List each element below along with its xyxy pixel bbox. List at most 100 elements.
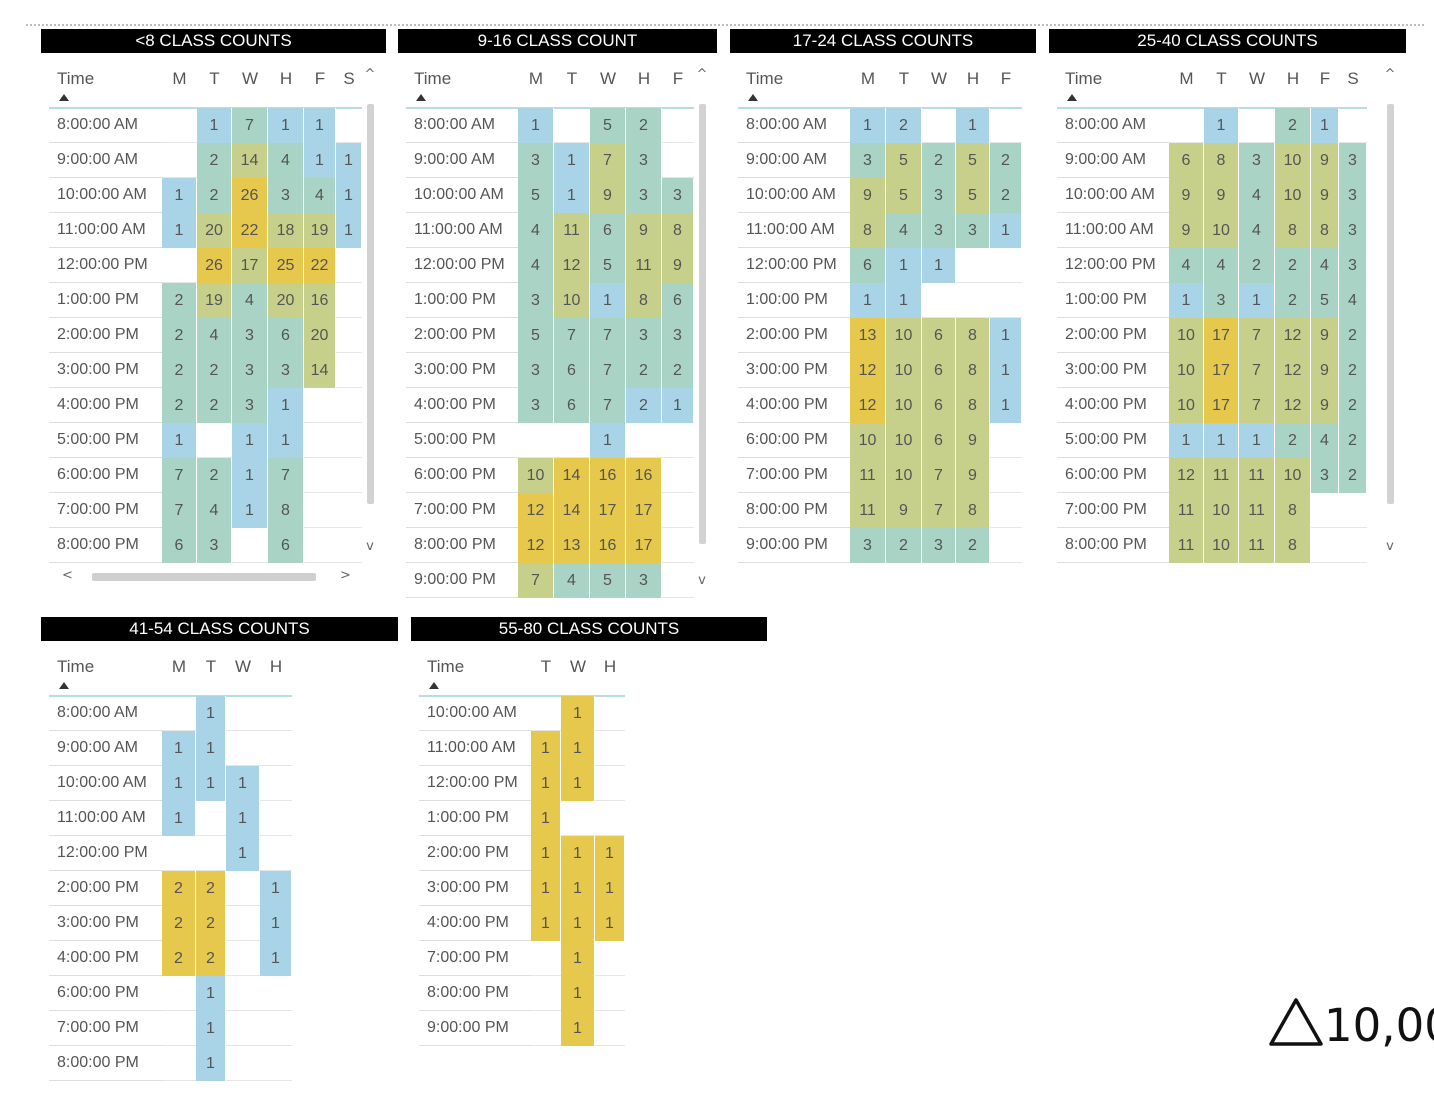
scroll-right-icon[interactable]: > xyxy=(340,568,351,583)
column-header-t[interactable]: T xyxy=(1216,69,1227,88)
count-cell: 6 xyxy=(1169,143,1204,178)
count-cell: 17 xyxy=(626,493,662,528)
matrix-visual-41to54[interactable]: 41-54 CLASS COUNTS Time M T W H 8:00:00 AM 1 9:0… xyxy=(41,617,398,1107)
vertical-scrollbar[interactable]: ^ v xyxy=(1384,64,1396,558)
column-header-time[interactable]: Time xyxy=(427,657,465,676)
matrix-visual-9to16[interactable]: 9-16 CLASS COUNT Time M T W H F 8:00:00 AM 1 5 2 9:… xyxy=(398,29,717,629)
matrix-visual-17to24[interactable]: 17-24 CLASS COUNTS Time M T W H F 8:00:00 AM 1 2 1… xyxy=(730,29,1036,601)
column-header-w[interactable]: W xyxy=(599,69,617,88)
column-header-w[interactable]: W xyxy=(241,69,259,88)
column-header-time[interactable]: Time xyxy=(57,657,95,676)
column-header-t[interactable]: T xyxy=(205,657,217,676)
scrollbar-thumb[interactable] xyxy=(367,104,374,504)
count-cell: 19 xyxy=(304,213,336,248)
column-header-m[interactable]: M xyxy=(1179,69,1194,88)
column-header-h[interactable]: H xyxy=(279,69,293,88)
column-header-w[interactable]: W xyxy=(569,657,587,676)
count-cell: 3 xyxy=(626,178,662,213)
row-header-time: 11:00:00 AM xyxy=(746,221,835,238)
header-divider xyxy=(49,695,292,697)
column-header-m[interactable]: M xyxy=(171,657,187,676)
matrix-body[interactable]: Time M T W H F S 8:00:00 AM 1 7 1 1 9:00:00 AM 2 14 4 1 1… xyxy=(49,53,379,581)
column-header-w[interactable]: W xyxy=(234,657,252,676)
column-header-t[interactable]: T xyxy=(898,69,910,88)
column-header-m[interactable]: M xyxy=(860,69,876,88)
matrix-body[interactable]: Time T W H 10:00:00 AM 1 11:00:00 AM 1 1 12:00:00… xyxy=(419,641,634,1057)
matrix-body[interactable]: Time M T W H F 8:00:00 AM 1 5 2 9:00:00 AM 3 1 7 3 10:0… xyxy=(406,53,698,609)
sort-ascending-icon[interactable] xyxy=(59,682,69,689)
scrollbar-thumb[interactable] xyxy=(92,573,316,581)
scroll-down-icon[interactable]: v xyxy=(366,539,374,554)
sort-ascending-icon[interactable] xyxy=(416,94,426,101)
count-cell xyxy=(304,458,336,493)
column-header-m[interactable]: M xyxy=(172,69,187,88)
matrix-body[interactable]: Time M T W H F S 8:00:00 AM 1 2 1 9:00:00 AM 6 8 3 10 9 3… xyxy=(1057,53,1377,579)
column-header-s[interactable]: S xyxy=(343,69,355,88)
matrix-visual-lt8[interactable]: <8 CLASS COUNTS Time M T W H F S 8:00:00 AM 1 7 1 1 9… xyxy=(41,29,386,601)
row-divider xyxy=(1057,422,1169,423)
sort-ascending-icon[interactable] xyxy=(1067,94,1077,101)
scroll-left-icon[interactable]: < xyxy=(62,568,73,583)
column-header-time[interactable]: Time xyxy=(1065,69,1103,88)
scroll-up-icon[interactable]: ^ xyxy=(1384,67,1396,82)
sort-ascending-icon[interactable] xyxy=(429,682,439,689)
matrix-visual-25to40[interactable]: 25-40 CLASS COUNTS Time M T W H F S 8:00:00 AM 1 2… xyxy=(1049,29,1406,599)
row-divider xyxy=(49,387,162,388)
column-header-time[interactable]: Time xyxy=(414,69,452,88)
scrollbar-thumb[interactable] xyxy=(1387,104,1394,504)
column-header-f[interactable]: F xyxy=(1000,69,1012,88)
column-header-m[interactable]: M xyxy=(528,69,544,88)
column-header-w[interactable]: W xyxy=(1248,69,1266,88)
matrix-visual-55to80[interactable]: 55-80 CLASS COUNTS Time T W H 10:00:00 AM 1 11:… xyxy=(411,617,767,1077)
column-header-h[interactable]: H xyxy=(637,69,651,88)
count-cell xyxy=(162,696,196,731)
scroll-up-icon[interactable]: ^ xyxy=(364,67,376,82)
count-cell: 17 xyxy=(626,528,662,563)
count-cell: 22 xyxy=(232,213,268,248)
column-header-w[interactable]: W xyxy=(930,69,948,88)
count-cell xyxy=(336,248,362,283)
count-cell: 2 xyxy=(1275,108,1311,143)
row-header-time: 12:00:00 PM xyxy=(746,256,837,273)
matrix-body[interactable]: Time M T W H F 8:00:00 AM 1 2 1 9:00:00 AM 3 5 2 5 2 10:… xyxy=(738,53,1026,581)
horizontal-scrollbar[interactable]: < > xyxy=(62,568,352,584)
column-header-s[interactable]: S xyxy=(1347,69,1359,88)
row-divider xyxy=(738,422,850,423)
scroll-down-icon[interactable]: v xyxy=(1386,539,1394,554)
count-cell: 11 xyxy=(1239,458,1275,493)
vertical-scrollbar[interactable]: ^ v xyxy=(696,64,708,592)
column-header-f[interactable]: F xyxy=(1319,69,1331,88)
column-header-h[interactable]: H xyxy=(1286,69,1300,88)
column-header-t[interactable]: T xyxy=(540,657,552,676)
sort-ascending-icon[interactable] xyxy=(748,94,758,101)
column-header-h[interactable]: H xyxy=(603,657,617,676)
column-header-time[interactable]: Time xyxy=(746,69,784,88)
scroll-up-icon[interactable]: ^ xyxy=(696,67,708,82)
column-header-t[interactable]: T xyxy=(209,69,220,88)
count-cell xyxy=(226,731,260,766)
row-divider xyxy=(49,212,162,213)
count-cell: 9 xyxy=(1169,213,1204,248)
matrix-body[interactable]: Time M T W H 8:00:00 AM 1 9:00:00 AM 1 1 10:00:00 … xyxy=(49,641,299,1087)
column-header-time[interactable]: Time xyxy=(57,69,95,88)
count-cell xyxy=(595,766,625,801)
warning-indicator[interactable]: 10,00 xyxy=(1268,996,1434,1056)
vertical-scrollbar[interactable]: ^ v xyxy=(364,64,376,558)
column-header-h[interactable]: H xyxy=(966,69,980,88)
count-cell: 1 xyxy=(304,143,336,178)
column-header-f[interactable]: F xyxy=(672,69,684,88)
count-cell: 1 xyxy=(561,836,595,871)
column-header-t[interactable]: T xyxy=(566,69,578,88)
count-cell xyxy=(336,283,362,318)
row-header-time: 1:00:00 PM xyxy=(746,291,828,308)
count-cell xyxy=(260,1011,292,1046)
scroll-down-icon[interactable]: v xyxy=(698,573,706,588)
count-cell: 7 xyxy=(1239,318,1275,353)
count-cell: 5 xyxy=(956,178,990,213)
column-header-f[interactable]: F xyxy=(314,69,326,88)
scrollbar-thumb[interactable] xyxy=(699,104,706,544)
sort-ascending-icon[interactable] xyxy=(59,94,69,101)
row-header-time: 10:00:00 AM xyxy=(414,186,504,203)
column-header-h[interactable]: H xyxy=(269,657,283,676)
count-cell: 1 xyxy=(162,801,196,836)
